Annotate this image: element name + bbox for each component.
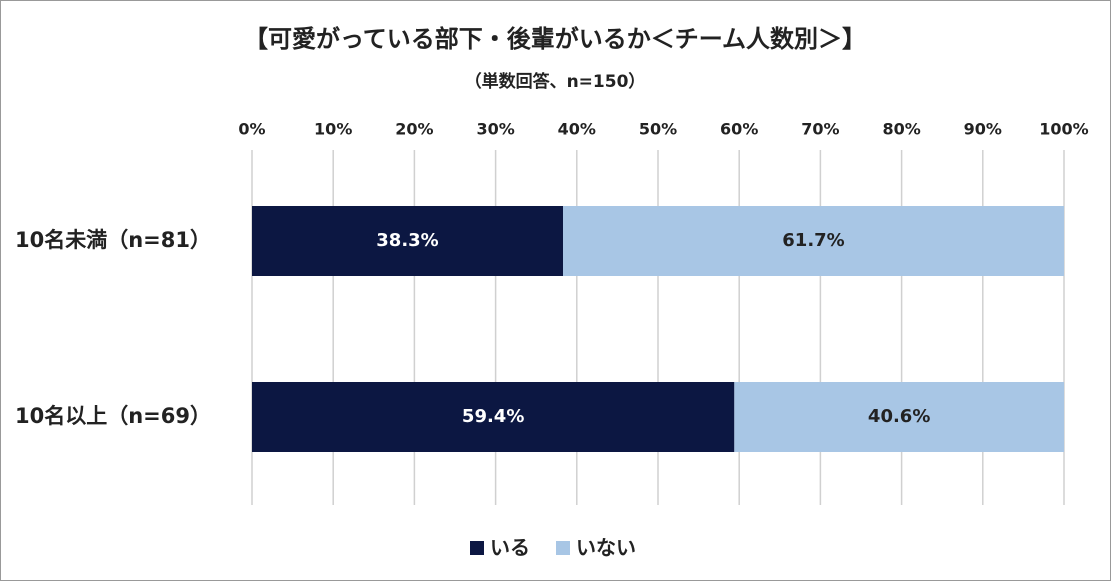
chart-title: 【可愛がっている部下・後輩がいるか＜チーム人数別＞】 bbox=[244, 25, 866, 53]
bar bbox=[252, 382, 735, 452]
bar bbox=[734, 382, 1064, 452]
x-tick-label: 20% bbox=[395, 120, 433, 139]
legend-label: いる bbox=[490, 536, 530, 560]
y-tick-label: 10名未満（n=81） bbox=[15, 228, 211, 252]
x-tick-label: 60% bbox=[720, 120, 758, 139]
bar bbox=[562, 206, 1064, 276]
chart-subtitle: （単数回答、n=150） bbox=[465, 71, 646, 92]
x-tick-label: 70% bbox=[801, 120, 839, 139]
data-label: 38.3% bbox=[376, 230, 438, 251]
x-tick-label: 90% bbox=[964, 120, 1002, 139]
legend-swatch bbox=[470, 541, 484, 555]
x-tick-label: 40% bbox=[558, 120, 596, 139]
data-label: 59.4% bbox=[462, 406, 524, 427]
x-tick-label: 80% bbox=[882, 120, 920, 139]
x-tick-label: 0% bbox=[238, 120, 265, 139]
x-tick-label: 50% bbox=[639, 120, 677, 139]
x-tick-label: 10% bbox=[314, 120, 352, 139]
x-tick-label: 30% bbox=[476, 120, 514, 139]
data-label: 61.7% bbox=[782, 230, 844, 251]
bar bbox=[252, 206, 563, 276]
legend-swatch bbox=[556, 541, 570, 555]
y-tick-label: 10名以上（n=69） bbox=[15, 404, 211, 428]
data-label: 40.6% bbox=[868, 406, 930, 427]
legend-label: いない bbox=[576, 536, 636, 560]
x-tick-label: 100% bbox=[1039, 120, 1088, 139]
